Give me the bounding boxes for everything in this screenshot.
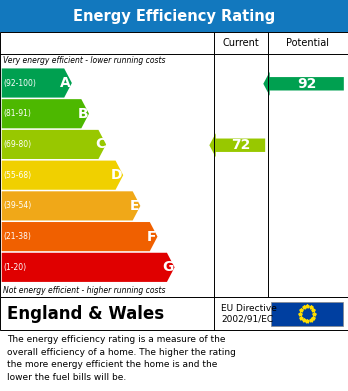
- Text: Not energy efficient - higher running costs: Not energy efficient - higher running co…: [3, 286, 165, 295]
- Text: The energy efficiency rating is a measure of the
overall efficiency of a home. T: The energy efficiency rating is a measur…: [7, 335, 236, 382]
- Polygon shape: [2, 68, 72, 98]
- Polygon shape: [263, 72, 344, 96]
- Bar: [0, 297, 348, 330]
- Polygon shape: [2, 130, 106, 159]
- Bar: [0, 0, 348, 32]
- Text: EU Directive
2002/91/EC: EU Directive 2002/91/EC: [221, 304, 277, 323]
- Text: G: G: [162, 260, 174, 274]
- Polygon shape: [2, 191, 140, 221]
- Text: Very energy efficient - lower running costs: Very energy efficient - lower running co…: [3, 56, 165, 66]
- Text: (21-38): (21-38): [3, 232, 31, 241]
- Text: F: F: [147, 230, 157, 244]
- Text: 92: 92: [297, 77, 316, 91]
- Polygon shape: [2, 253, 175, 282]
- Polygon shape: [209, 133, 265, 157]
- Text: C: C: [95, 138, 105, 151]
- Text: B: B: [77, 107, 88, 121]
- Polygon shape: [2, 222, 157, 251]
- Text: England & Wales: England & Wales: [7, 305, 164, 323]
- Text: D: D: [111, 168, 122, 182]
- Polygon shape: [2, 161, 123, 190]
- Text: (81-91): (81-91): [3, 109, 31, 118]
- Polygon shape: [2, 99, 89, 128]
- Text: (55-68): (55-68): [3, 170, 32, 180]
- Bar: [0, 32, 348, 297]
- Bar: [271, 302, 343, 326]
- Text: E: E: [130, 199, 139, 213]
- Text: 72: 72: [231, 138, 250, 152]
- Text: Potential: Potential: [286, 38, 330, 48]
- Text: (69-80): (69-80): [3, 140, 32, 149]
- Text: (92-100): (92-100): [3, 79, 36, 88]
- Text: Current: Current: [223, 38, 259, 48]
- Text: Energy Efficiency Rating: Energy Efficiency Rating: [73, 9, 275, 23]
- Text: (39-54): (39-54): [3, 201, 32, 210]
- Text: (1-20): (1-20): [3, 263, 26, 272]
- Text: A: A: [60, 76, 71, 90]
